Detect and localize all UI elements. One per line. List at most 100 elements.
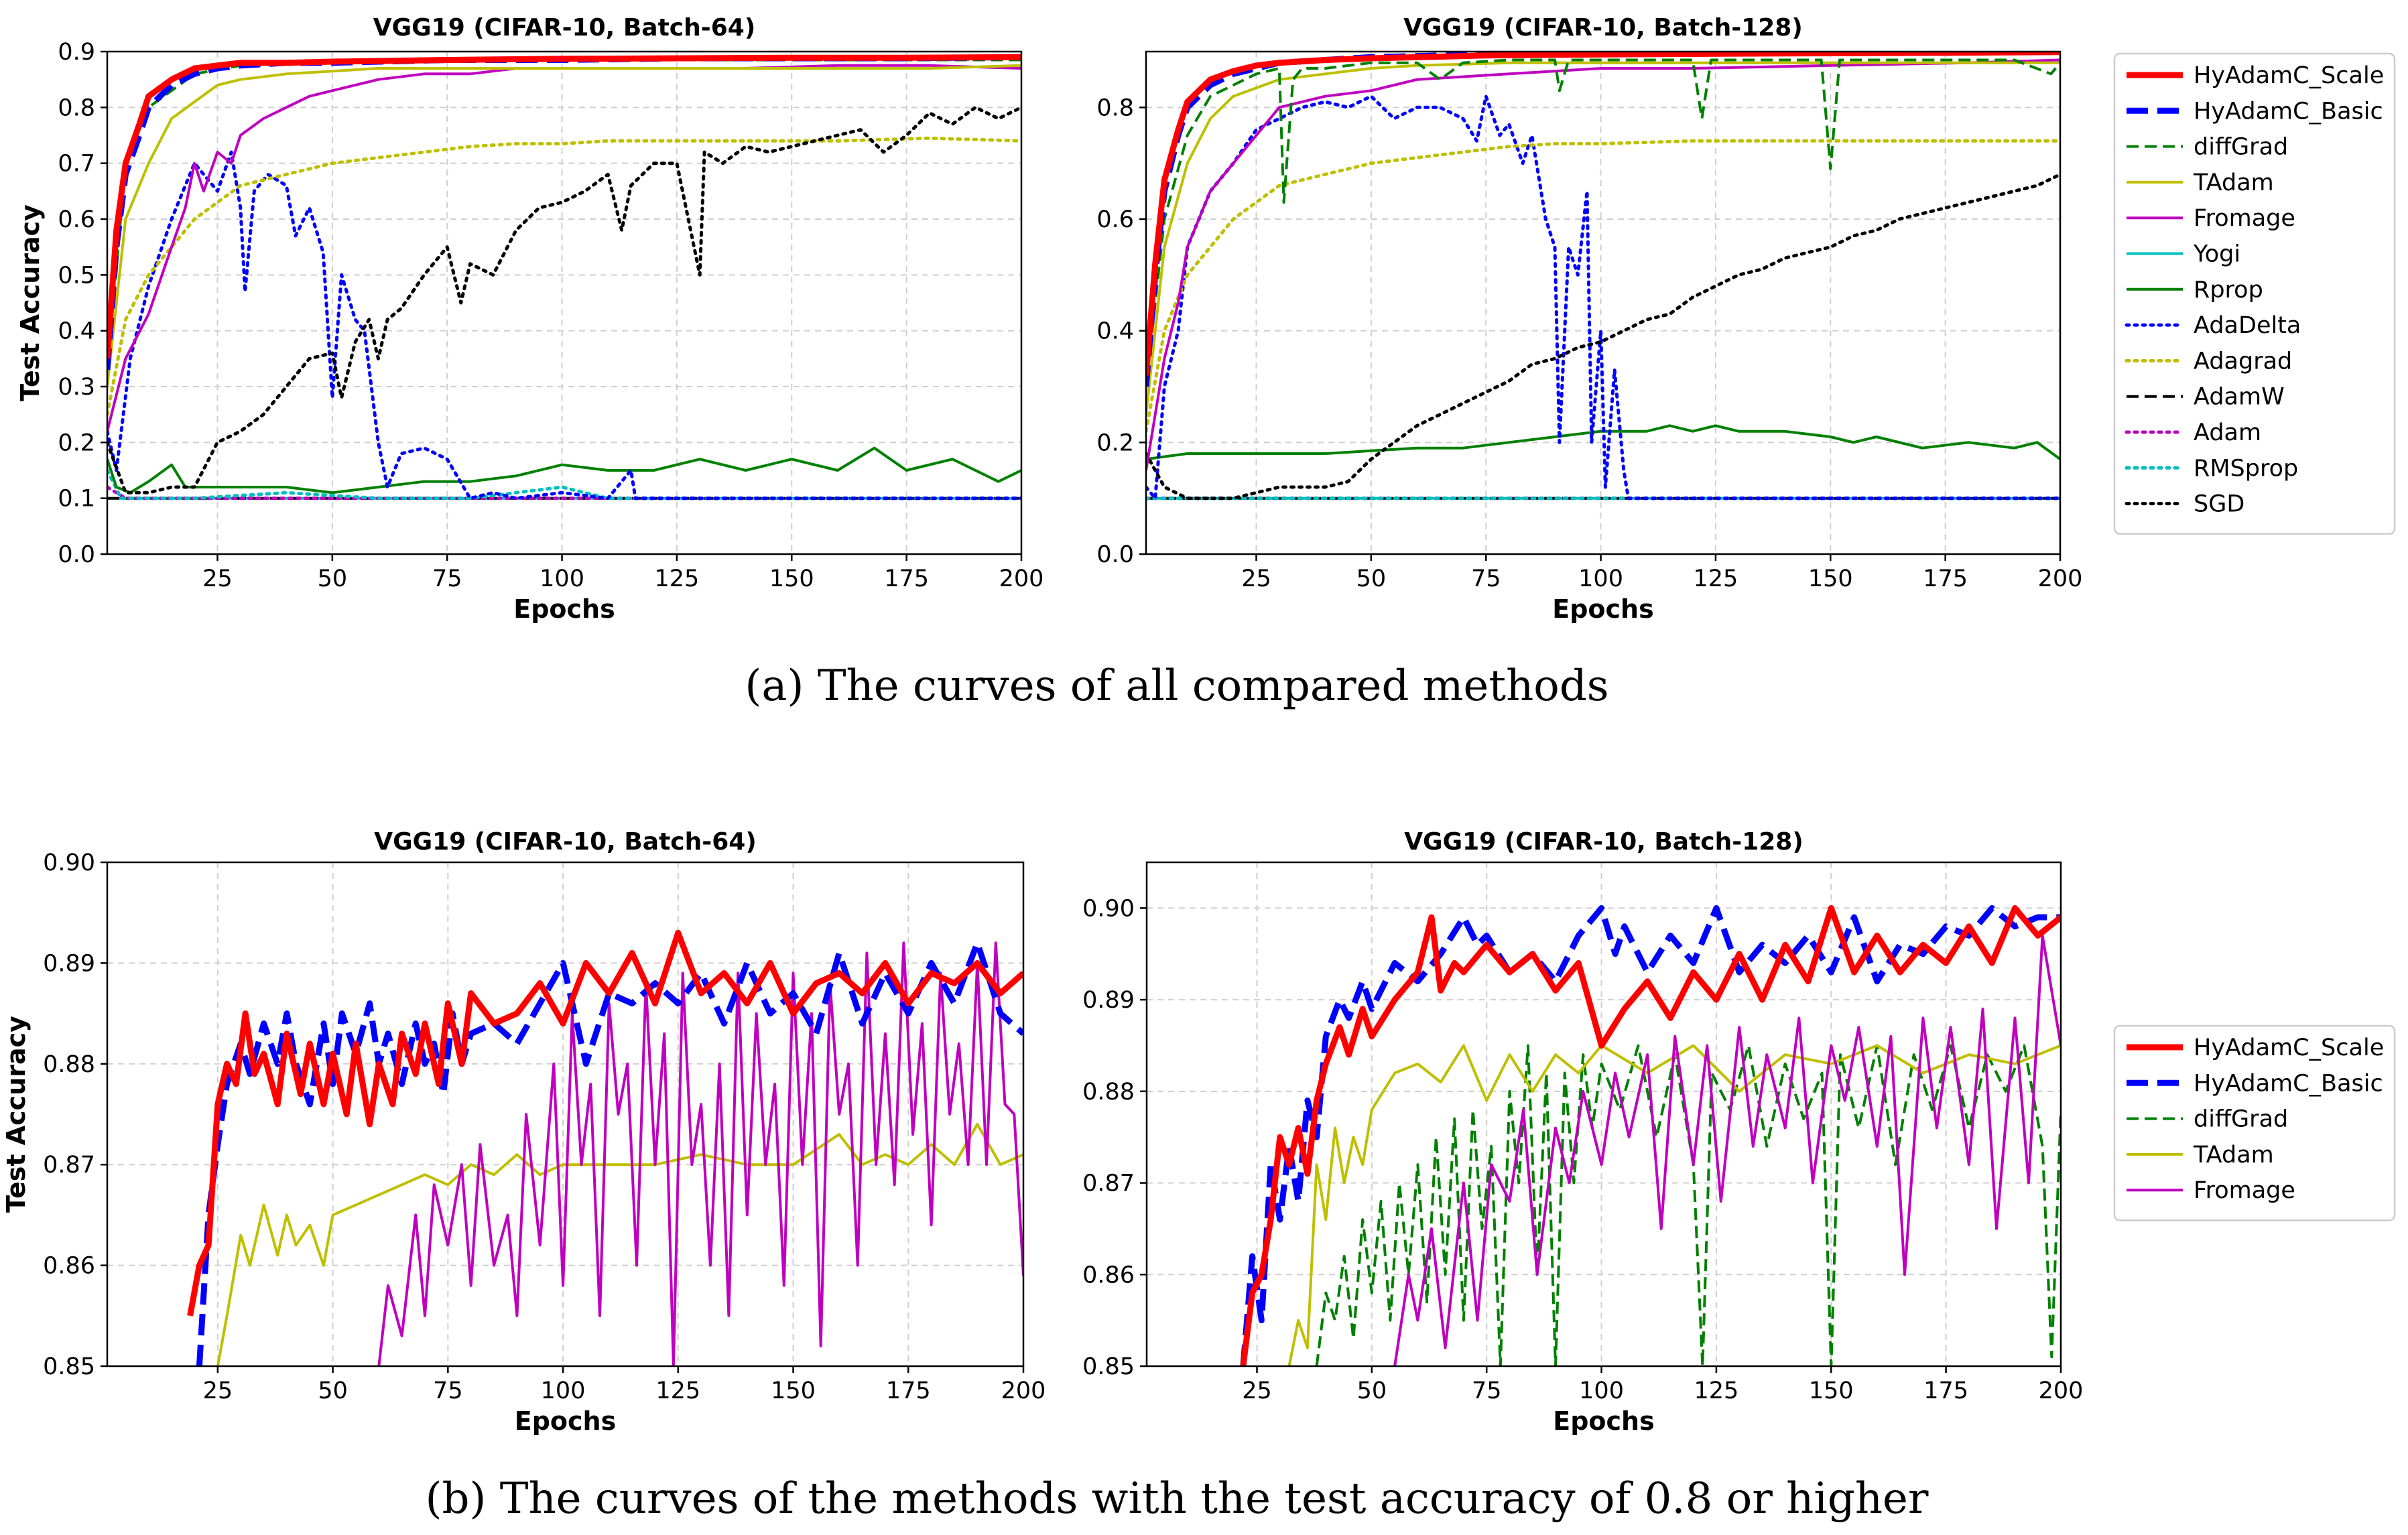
legend-label-adam: Adam [2194,419,2261,446]
legend-label-hyadamc-basic: HyAdamC_Basic [2194,1070,2383,1097]
y-tick-label: 0.88 [43,1051,95,1078]
chart-title: VGG19 (CIFAR-10, Batch-64) [374,828,757,856]
caption-b: (b) The curves of the methods with the t… [426,1474,1929,1524]
series-line-tadam [216,1123,1023,1366]
x-tick-label: 175 [1923,1378,1968,1404]
series-line-diffgrad [1315,1044,2061,1366]
chart-a2: 25 50 75 100 125 150 175 200 0.0 0.2 0.4 0.6 0.8 VGG1… [1096,14,2082,624]
legend-label-diffgrad: diffGrad [2194,1106,2288,1133]
x-tick-label: 50 [318,565,348,592]
y-tick-label: 0.0 [58,541,95,568]
x-tick-label: 175 [886,1378,931,1404]
y-tick-label: 0.89 [1082,987,1135,1014]
legend-label-tadam: TAdam [2193,1142,2274,1169]
y-tick-label: 0.88 [1082,1079,1135,1106]
x-tick-label: 200 [1001,1378,1046,1404]
x-tick-label: 125 [1694,565,1738,592]
series-line-hyadamc-basic [107,54,1021,371]
series-line-hyadamc-scale [1146,52,2060,376]
series-line-rprop [1146,424,2060,461]
x-tick-label: 25 [202,565,233,592]
series-line-hyadamc-basic [1240,905,2061,1366]
x-tick-label: 150 [1808,565,1853,592]
plot-frame [1145,50,2062,555]
y-tick-label: 0.90 [1082,895,1135,922]
x-tick-label: 75 [433,1378,463,1404]
series-group [1240,905,2061,1366]
series-line-hyadamc-scale [187,929,1023,1317]
y-tick-label: 0.8 [1096,94,1134,121]
x-tick-label: 150 [771,1378,816,1404]
x-tick-label: 75 [1471,565,1501,592]
y-tick-label: 0.89 [43,950,95,977]
x-tick-label: 100 [541,1378,586,1404]
legend-label-fromage: Fromage [2194,205,2295,232]
series-line-fromage [377,941,1023,1366]
series-group [1146,52,2060,500]
legend-label-fromage: Fromage [2194,1177,2295,1204]
x-tick-label: 25 [1241,565,1271,592]
x-tick-label: 50 [1356,565,1387,592]
y-tick-label: 0.2 [58,429,95,456]
x-axis-label: Epochs [515,1406,616,1436]
chart-title: VGG19 (CIFAR-10, Batch-128) [1404,828,1803,856]
y-tick-label: 0.6 [58,206,95,233]
x-tick-label: 175 [1923,565,1968,592]
legend-label-hyadamc-scale: HyAdamC_Scale [2194,62,2384,89]
x-tick-label: 125 [655,565,700,592]
x-tick-label: 50 [318,1378,348,1404]
plot-frame [106,861,1025,1367]
chart-b1: 25 50 75 100 125 150 175 200 0.85 0.86 0.87 0.88 0.8… [1,828,1045,1436]
x-tick-label: 175 [884,565,929,592]
legend-label-rprop: Rprop [2194,277,2263,304]
legend-label-rmsprop: RMSprop [2194,455,2298,482]
legend-label-tadam: TAdam [2193,170,2274,196]
y-tick-label: 0.86 [1082,1262,1135,1288]
legend-box [2113,1024,2396,1221]
chart-b2: 25 50 75 100 125 150 175 200 0.85 0.86 0.87 0.88 0.8… [1082,828,2083,1436]
x-tick-label: 150 [769,565,814,592]
y-tick-label: 0.90 [43,850,95,876]
x-tick-label: 200 [2038,565,2083,592]
y-tick-label: 0.4 [58,318,95,345]
y-tick-label: 0.0 [1096,541,1134,568]
series-line-tadam [1146,61,2060,415]
series-line-fromage [1393,934,2061,1366]
x-tick-label: 25 [203,1378,233,1404]
x-tick-label: 75 [1472,1378,1502,1404]
y-tick-label: 0.6 [1096,206,1134,233]
y-tick-label: 0.5 [58,262,95,289]
series-line-diffgrad [1146,58,2060,387]
series-line-sgd [1146,172,2060,500]
series-line-fromage [107,64,1021,432]
y-tick-label: 0.9 [58,39,95,66]
series-line-tadam [107,64,1021,387]
legend-label-adamw: AdamW [2194,384,2285,411]
x-tick-label: 150 [1809,1378,1854,1404]
series-line-adagrad [107,136,1021,417]
series-group [107,54,1021,500]
chart-title: VGG19 (CIFAR-10, Batch-128) [1403,14,1803,42]
series-line-sgd [107,105,1021,494]
x-tick-label: 100 [540,565,584,592]
legend-label-hyadamc-scale: HyAdamC_Scale [2194,1035,2384,1061]
legend-label-sgd: SGD [2194,491,2244,518]
series-group [187,929,1023,1366]
x-axis-label: Epochs [1552,594,1653,624]
y-tick-label: 0.85 [1082,1353,1135,1380]
legend-label-adadelta: AdaDelta [2194,312,2301,339]
y-tick-label: 0.87 [43,1152,95,1179]
series-line-fromage [1146,58,2060,471]
series-line-hyadamc-scale [1240,905,2061,1366]
y-tick-label: 0.8 [58,94,95,121]
plot-frame [1145,861,2062,1367]
series-line-adadelta [107,150,1021,500]
plot-frame [106,50,1023,555]
y-tick-label: 0.2 [1096,429,1134,456]
y-axis-label: Test Accuracy [15,204,45,401]
series-line-hyadamc-basic [196,939,1023,1366]
y-tick-label: 0.4 [1096,318,1134,345]
y-tick-label: 0.7 [58,151,95,178]
chart-a1: 25 50 75 100 125 150 175 200 0.0 0.1 0.2 0.3 0.4 0.5 0… [15,14,1043,624]
